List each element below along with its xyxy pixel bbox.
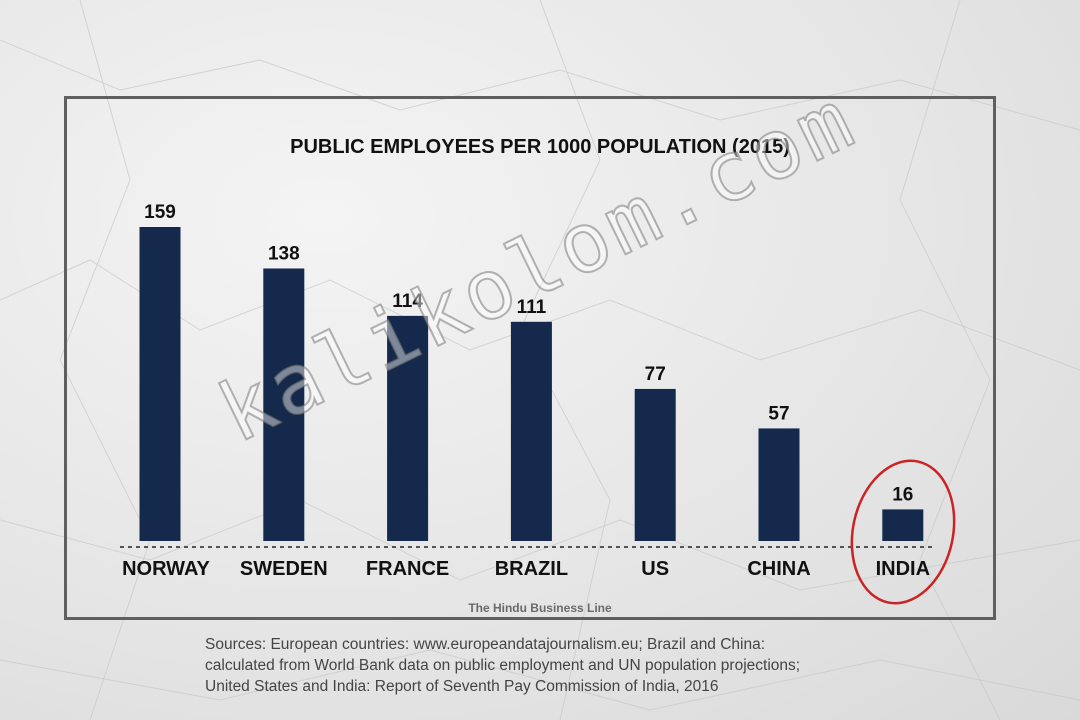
bar-norway xyxy=(139,227,181,541)
india-highlight-circle xyxy=(850,459,956,605)
category-label-brazil: BRAZIL xyxy=(495,558,568,580)
chart-frame xyxy=(64,96,996,620)
value-label-china: 57 xyxy=(768,403,789,424)
value-label-us: 77 xyxy=(645,364,666,385)
category-label-france: FRANCE xyxy=(366,558,449,580)
value-label-france: 114 xyxy=(392,291,423,312)
category-label-sweden: SWEDEN xyxy=(240,558,328,580)
bar-us xyxy=(634,388,676,541)
category-label-norway: NORWAY xyxy=(122,558,210,580)
value-label-india: 16 xyxy=(892,484,913,505)
bar-france xyxy=(387,315,429,541)
value-label-brazil: 111 xyxy=(517,297,547,318)
bar-brazil xyxy=(510,321,552,541)
bar-china xyxy=(758,428,800,541)
bar-sweden xyxy=(263,268,305,541)
source-credit: The Hindu Business Line xyxy=(468,601,612,615)
value-label-sweden: 138 xyxy=(268,243,300,264)
sources-line-2: calculated from World Bank data on publi… xyxy=(205,657,801,674)
category-label-india: INDIA xyxy=(876,558,930,580)
bar-india xyxy=(882,509,924,541)
category-label-china: CHINA xyxy=(747,558,810,580)
sources-line-3: United States and India: Report of Seven… xyxy=(205,678,719,695)
value-label-norway: 159 xyxy=(144,202,176,223)
sources-note: Sources: European countries: www.europea… xyxy=(205,634,1005,697)
chart-title: PUBLIC EMPLOYEES PER 1000 POPULATION (20… xyxy=(290,136,790,158)
category-label-us: US xyxy=(641,558,669,580)
sources-line-1: Sources: European countries: www.europea… xyxy=(205,636,766,653)
